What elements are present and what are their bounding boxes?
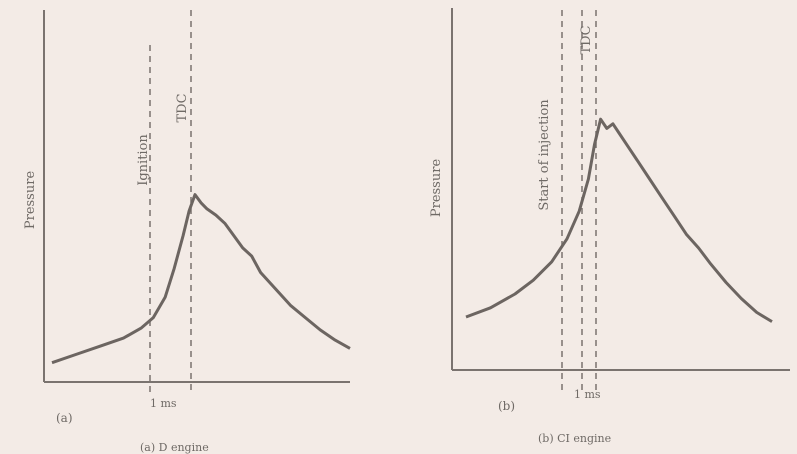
caption-b: (b) CI engine [538,432,611,445]
panel-b: Pressure Start of injection TDC 1 ms (b)… [429,8,790,445]
panel-label-b: (b) [498,399,515,413]
ignition-annotation: Ignition [136,134,151,186]
caption-a: (a) D engine [140,441,209,454]
y-axis-label-a: Pressure [23,171,38,230]
pressure-trace-a [51,193,351,365]
y-axis-label-b: Pressure [429,159,444,218]
panel-a: Pressure Ignition TDC 1 ms (a) (a) D eng… [23,10,351,454]
tdc-annotation-a: TDC [175,93,190,122]
x-tick-label-b: 1 ms [574,388,601,401]
injection-annotation: Start of injection [537,99,552,211]
tdc-annotation-b: TDC [579,25,594,54]
x-tick-label-a: 1 ms [150,397,177,410]
pressure-trace-b [465,117,773,323]
panel-label-a: (a) [56,411,73,425]
